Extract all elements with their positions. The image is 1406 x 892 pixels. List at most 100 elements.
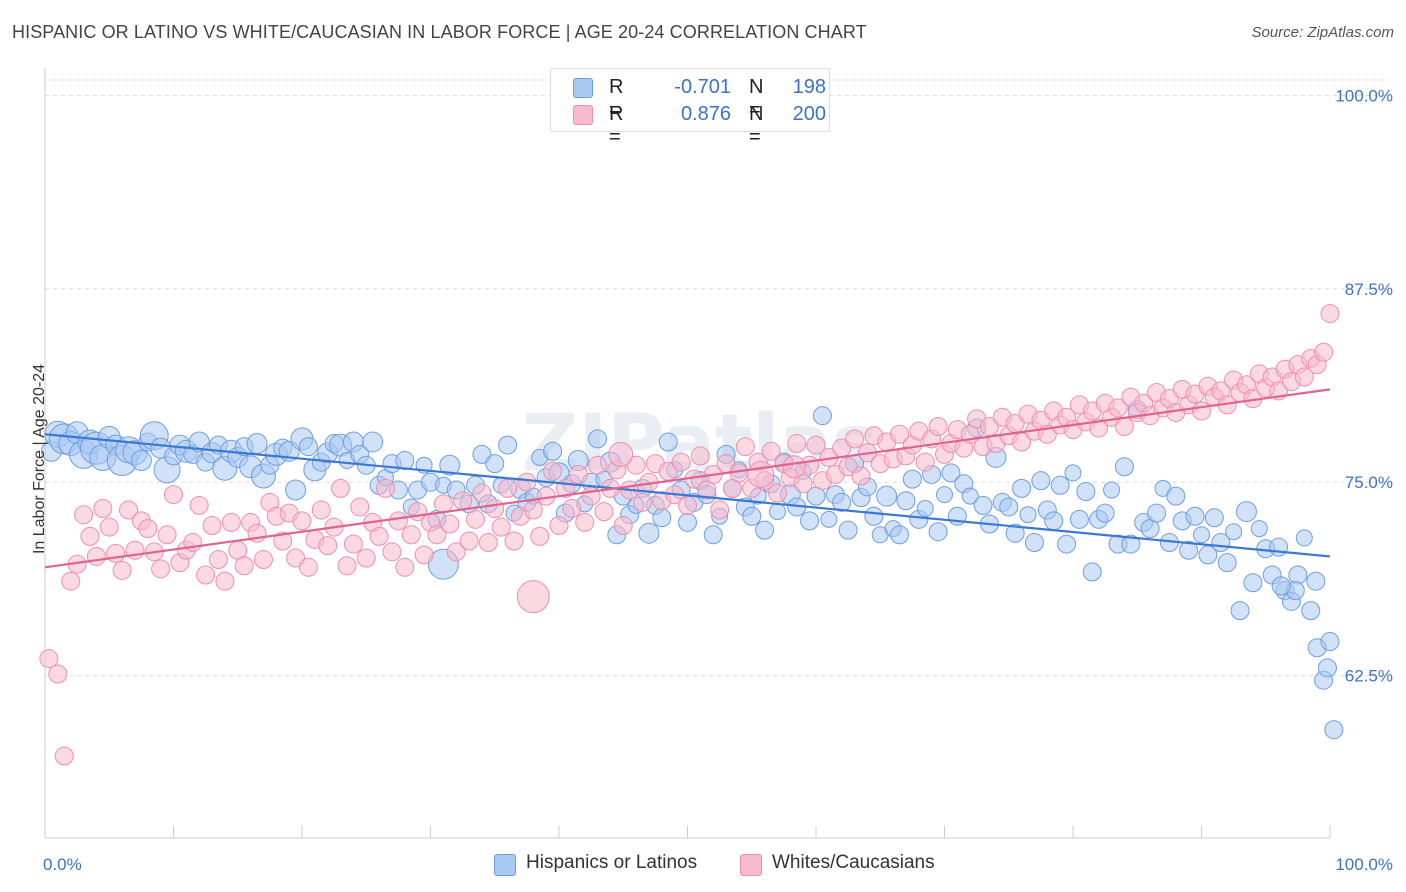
hispanic-point (1250, 520, 1268, 538)
white-point (845, 429, 865, 449)
white-point (782, 455, 806, 479)
hispanic-point (1295, 529, 1313, 547)
hispanic-point (896, 491, 916, 511)
y-tick-label: 87.5% (1345, 280, 1393, 299)
white-point (112, 560, 132, 580)
hispanic-trend-line (44, 433, 1331, 558)
hispanic-point (820, 510, 838, 528)
white-point (93, 499, 113, 519)
hispanic-point (832, 492, 852, 512)
white-point (478, 533, 498, 553)
hispanic-point (1019, 506, 1037, 524)
y-tick-label: 62.5% (1345, 667, 1393, 686)
hispanic-point (1271, 576, 1291, 596)
hispanic-point (928, 522, 948, 542)
hispanic-point (1324, 720, 1344, 740)
hispanic-point (1057, 534, 1077, 554)
legend-label: Whites/Caucasians (772, 852, 935, 873)
hispanic-point (285, 479, 307, 501)
hispanic-point (890, 525, 910, 545)
white-point (1089, 418, 1109, 438)
hispanic-point (638, 522, 660, 544)
white-point (196, 565, 216, 585)
white-point (208, 550, 228, 570)
hispanic-swatch (573, 78, 593, 98)
white-legend-swatch (740, 854, 762, 876)
white-point (851, 466, 871, 486)
white-point (838, 457, 858, 477)
hispanic-point (1235, 501, 1257, 523)
hispanic-point (1317, 658, 1337, 678)
white-point (890, 424, 910, 444)
x-tick-label: 100.0% (1335, 855, 1393, 874)
n-value: 200 (792, 103, 826, 125)
white-point (915, 452, 935, 472)
white-point (446, 542, 466, 562)
hispanic-point (1069, 509, 1089, 529)
x-tick-label: 0.0% (43, 855, 82, 874)
hispanic-point (678, 512, 697, 532)
white-point (1114, 417, 1134, 437)
white-point (472, 483, 492, 503)
hispanic-point (902, 469, 922, 489)
white-point (498, 478, 518, 498)
white-point (221, 512, 241, 532)
hispanic-point (658, 432, 678, 452)
white-point (594, 502, 614, 522)
hispanic-point (1031, 471, 1051, 491)
white-point (157, 525, 177, 545)
white-point (1320, 304, 1340, 324)
white-point (690, 446, 710, 466)
hispanic-point (1050, 475, 1070, 495)
white-point (183, 533, 203, 553)
white-point (516, 580, 550, 614)
hispanic-point (246, 433, 268, 455)
hispanic-legend-swatch (494, 854, 516, 876)
hispanic-point (652, 508, 672, 528)
r-label: R = (609, 103, 624, 148)
hispanic-point (543, 441, 563, 461)
n-label: N = (749, 103, 764, 148)
hispanic-point (916, 500, 934, 518)
white-point (39, 649, 59, 669)
n-label: N = (749, 76, 764, 121)
hispanic-point (498, 435, 518, 455)
white-point (54, 746, 74, 766)
white-point (298, 557, 318, 577)
white-point (806, 435, 826, 455)
white-point (491, 517, 511, 537)
white-point (202, 516, 222, 536)
white-point (318, 536, 338, 556)
white-point (568, 464, 588, 484)
series-legend: Hispanics or Latinos Whites/Caucasians (0, 852, 1406, 878)
white-point (633, 492, 653, 512)
white-point (678, 495, 697, 515)
hispanic-point (1243, 573, 1263, 593)
hispanic-point (130, 450, 152, 472)
white-point (273, 531, 293, 551)
hispanic-point (1103, 481, 1121, 499)
r-value: -0.701 (674, 76, 731, 98)
white-point (465, 509, 485, 529)
white-point (575, 512, 595, 532)
hispanic-point (703, 525, 723, 545)
hispanic-point (941, 463, 961, 483)
white-point (151, 559, 171, 579)
white-point (485, 499, 505, 519)
white-point (286, 548, 306, 568)
white-point (562, 499, 582, 519)
hispanic-point (755, 520, 775, 540)
white-point (671, 452, 691, 472)
white-trend-line (44, 388, 1331, 569)
y-axis-title: In Labor Force | Age 20-24 (31, 363, 48, 555)
white-point (138, 519, 158, 539)
hispanic-point (472, 444, 492, 464)
hispanic-point (1044, 511, 1064, 531)
white-point (523, 500, 543, 520)
hispanic-point (1095, 503, 1115, 523)
hispanic-point (1179, 540, 1199, 560)
legend-label: Hispanics or Latinos (526, 852, 698, 873)
white-point (1192, 401, 1211, 421)
n-value: 198 (792, 76, 826, 98)
white-point (543, 461, 563, 481)
